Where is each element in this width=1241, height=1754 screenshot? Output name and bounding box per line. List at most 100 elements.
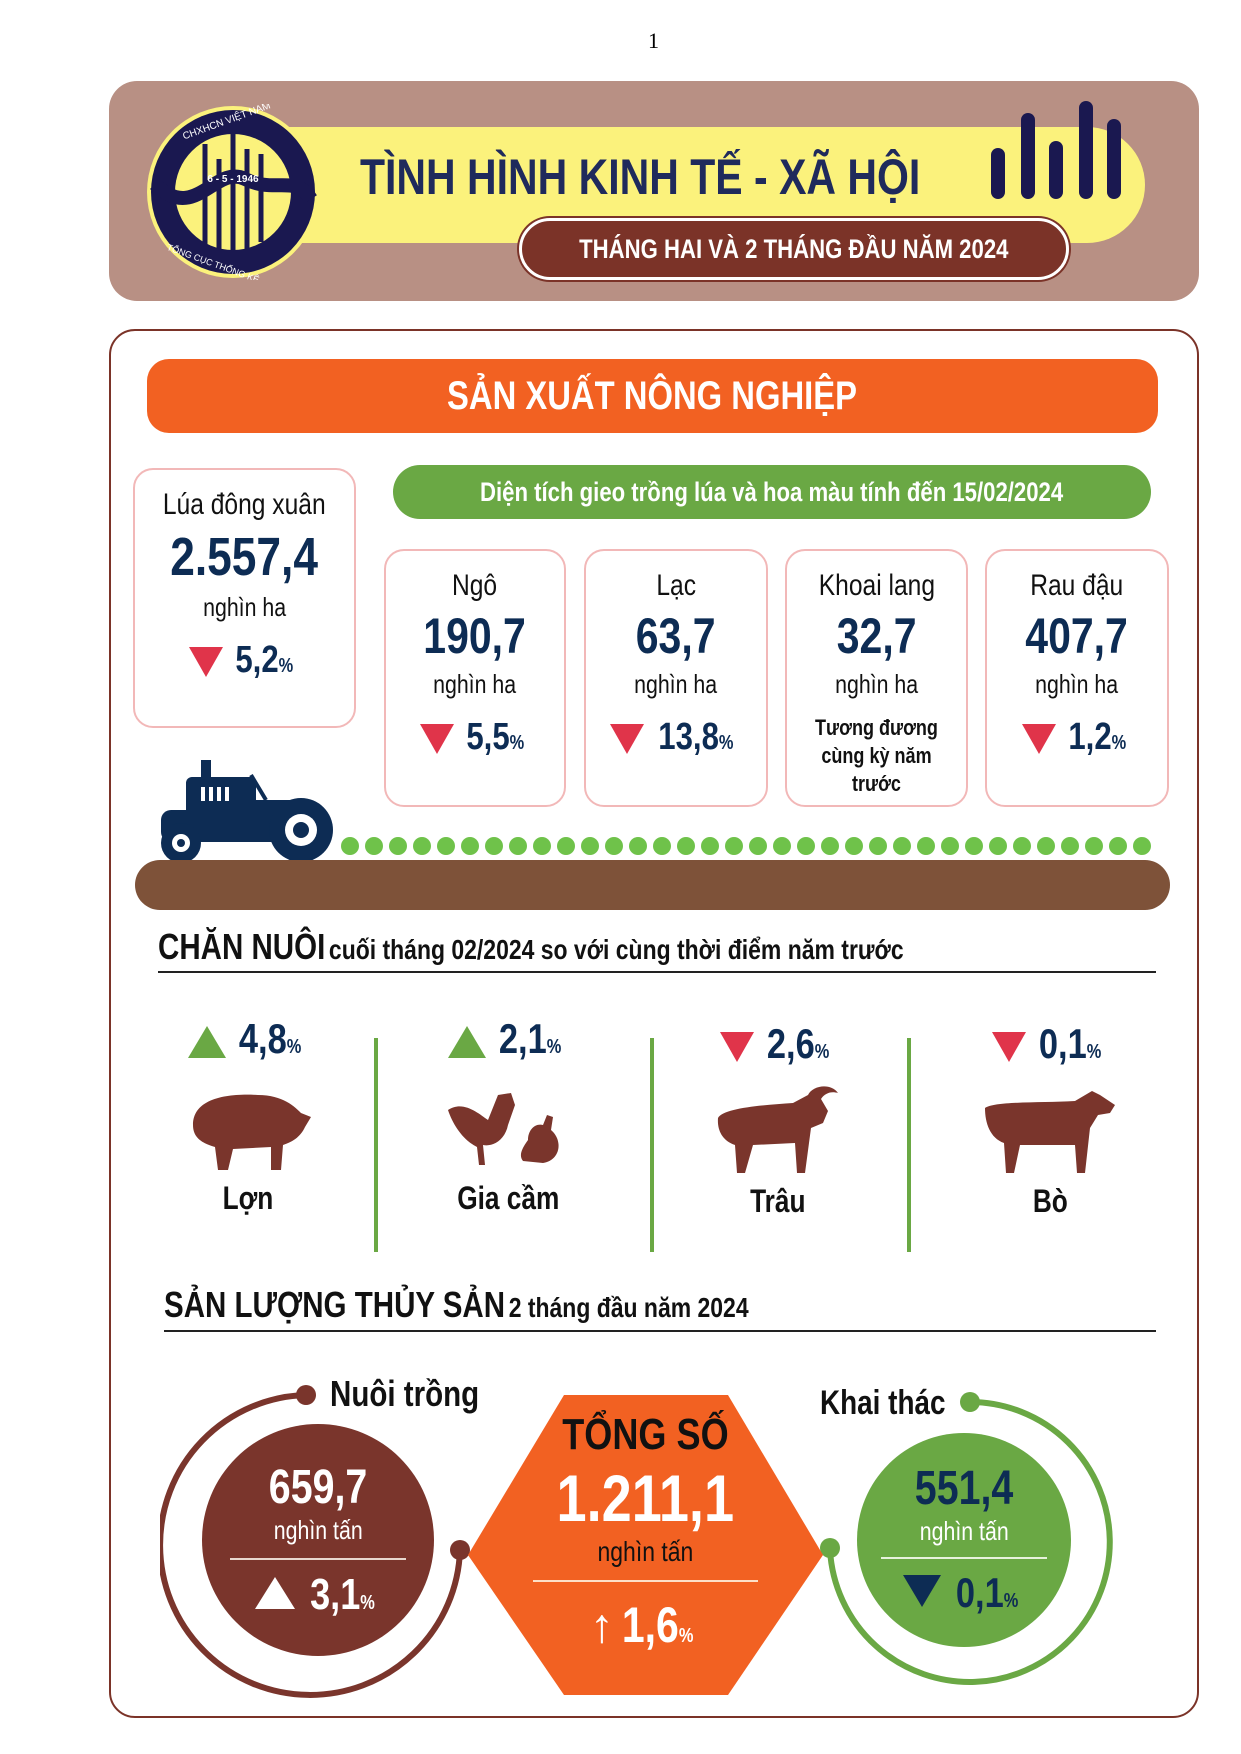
crop-card-rau-dau: Rau đậu 407,7 nghìn ha 1,2% xyxy=(985,549,1169,807)
card-change: 5,2 xyxy=(235,639,279,681)
page-title: TÌNH HÌNH KINH TẾ - XÃ HỘI xyxy=(360,149,921,205)
seedling-icon xyxy=(485,837,503,855)
content-frame xyxy=(109,329,1199,1718)
up-triangle-icon xyxy=(254,1577,295,1609)
seedling-icon xyxy=(653,837,671,855)
seedling-icon xyxy=(581,837,599,855)
livestock-title: CHĂN NUÔI xyxy=(158,926,326,967)
total-unit: nghìn tấn xyxy=(597,1536,694,1567)
aquaculture-unit: nghìn tấn xyxy=(273,1515,363,1545)
seedling-icon xyxy=(845,837,863,855)
seedling-icon xyxy=(917,837,935,855)
total-label: TỔNG SỐ xyxy=(562,1410,729,1459)
seedling-icon xyxy=(605,837,623,855)
card-unit: nghìn ha xyxy=(1035,669,1119,699)
aquaculture-change: 3,1 xyxy=(309,1570,360,1619)
card-name: Khoai lang xyxy=(818,569,935,602)
card-unit: nghìn ha xyxy=(835,669,918,699)
pct-sign: % xyxy=(278,655,294,677)
livestock-label: Gia cầm xyxy=(456,1180,560,1216)
seedling-icon xyxy=(341,837,359,855)
livestock-item-pig: 4,8% Lợn xyxy=(138,1015,358,1217)
down-triangle-icon xyxy=(991,1031,1026,1062)
aquaculture-label-wrap: Nuôi trồng xyxy=(330,1373,512,1415)
seedling-icon xyxy=(941,837,959,855)
card-unit: nghìn ha xyxy=(433,669,517,699)
seedling-icon xyxy=(365,837,383,855)
seedling-icon xyxy=(389,837,407,855)
pct-sign: % xyxy=(359,1592,375,1614)
card-value: 190,7 xyxy=(423,608,527,664)
livestock-label: Bò xyxy=(1032,1183,1068,1219)
poultry-icon xyxy=(448,1093,559,1165)
card-name: Rau đậu xyxy=(1030,569,1124,602)
down-triangle-icon xyxy=(902,1575,941,1607)
pct-sign: % xyxy=(286,1036,302,1058)
down-triangle-icon xyxy=(189,646,224,677)
divider xyxy=(374,1038,378,1252)
card-value: 2.557,4 xyxy=(170,527,319,587)
card-unit: nghìn ha xyxy=(634,669,718,699)
capture-label: Khai thác xyxy=(820,1384,946,1422)
change-value: 2,6 xyxy=(766,1020,815,1067)
down-triangle-icon xyxy=(719,1031,754,1062)
seedling-icon xyxy=(461,837,479,855)
crop-card-khoai-lang: Khoai lang 32,7 nghìn ha Tương đương cùn… xyxy=(785,549,968,807)
down-triangle-icon xyxy=(1021,723,1056,754)
pct-sign: % xyxy=(678,1625,694,1647)
change-value: 2,1 xyxy=(498,1015,547,1062)
section-banner-agriculture: SẢN XUẤT NÔNG NGHIỆP xyxy=(147,359,1158,433)
up-arrow-icon: ↑ xyxy=(589,1600,614,1653)
capture-circle: 551,4 nghìn tấn 0,1% xyxy=(857,1433,1071,1647)
capture-change: 0,1 xyxy=(955,1569,1004,1616)
up-triangle-icon xyxy=(447,1025,486,1058)
seedling-icon xyxy=(965,837,983,855)
aquaculture-label: Nuôi trồng xyxy=(330,1373,480,1414)
rice-card: Lúa đông xuân 2.557,4 nghìn ha 5,2% xyxy=(133,468,356,728)
change-value: 0,1 xyxy=(1038,1020,1087,1067)
section-title: SẢN XUẤT NÔNG NGHIỆP xyxy=(447,373,858,418)
livestock-item-poultry: 2,1% Gia cầm xyxy=(398,1015,618,1217)
livestock-item-cow: 0,1% Bò xyxy=(940,1020,1160,1220)
report-period: THÁNG HAI VÀ 2 THÁNG ĐẦU NĂM 2024 xyxy=(519,218,1069,280)
cow-icon xyxy=(985,1091,1115,1173)
seedling-icon xyxy=(677,837,695,855)
divider xyxy=(907,1038,911,1252)
seedling-icon xyxy=(773,837,791,855)
card-change: 5,5 xyxy=(466,716,510,758)
svg-text:6 - 5 - 1946: 6 - 5 - 1946 xyxy=(207,174,259,185)
livestock-subtitle: cuối tháng 02/2024 so với cùng thời điểm… xyxy=(328,934,904,965)
seedling-icon xyxy=(1109,837,1127,855)
seedling-icon xyxy=(1037,837,1055,855)
pct-sign: % xyxy=(719,732,734,754)
fishery-heading: SẢN LƯỢNG THỦY SẢN 2 tháng đầu năm 2024 xyxy=(164,1284,877,1326)
seedling-icon xyxy=(725,837,743,855)
livestock-label: Lợn xyxy=(222,1180,274,1216)
livestock-item-buffalo: 2,6% Trâu xyxy=(668,1020,888,1220)
gso-logo: 6 - 5 - 1946 CHXHCN VIỆT NAM TỔNG CỤC TH… xyxy=(147,104,319,280)
change-value: 4,8 xyxy=(238,1015,287,1062)
crop-subtitle-text: Diện tích gieo trồng lúa và hoa màu tính… xyxy=(480,476,1064,507)
card-value: 32,7 xyxy=(836,608,917,664)
fishery-subtitle: 2 tháng đầu năm 2024 xyxy=(508,1292,749,1323)
total-value: 1.211,1 xyxy=(556,1461,735,1535)
seedling-icon xyxy=(989,837,1007,855)
crop-card-lac: Lạc 63,7 nghìn ha 13,8% xyxy=(584,549,768,807)
seedling-icon xyxy=(701,837,719,855)
card-value: 63,7 xyxy=(636,608,716,664)
pig-icon xyxy=(193,1094,311,1170)
crop-card-ngo: Ngô 190,7 nghìn ha 5,5% xyxy=(384,549,566,807)
aquaculture-value: 659,7 xyxy=(268,1461,368,1514)
pct-sign: % xyxy=(1086,1041,1102,1063)
seedling-icon xyxy=(1085,837,1103,855)
divider xyxy=(164,1330,1156,1332)
seedling-icon xyxy=(893,837,911,855)
seedling-icon xyxy=(1133,837,1151,855)
pct-sign: % xyxy=(1111,732,1126,754)
card-value: 407,7 xyxy=(1025,608,1129,664)
pct-sign: % xyxy=(546,1036,562,1058)
capture-label-wrap: Khai thác xyxy=(820,1384,973,1423)
seedling-icon xyxy=(749,837,767,855)
seedling-icon xyxy=(437,837,455,855)
fishery-connectors xyxy=(160,1385,1113,1698)
